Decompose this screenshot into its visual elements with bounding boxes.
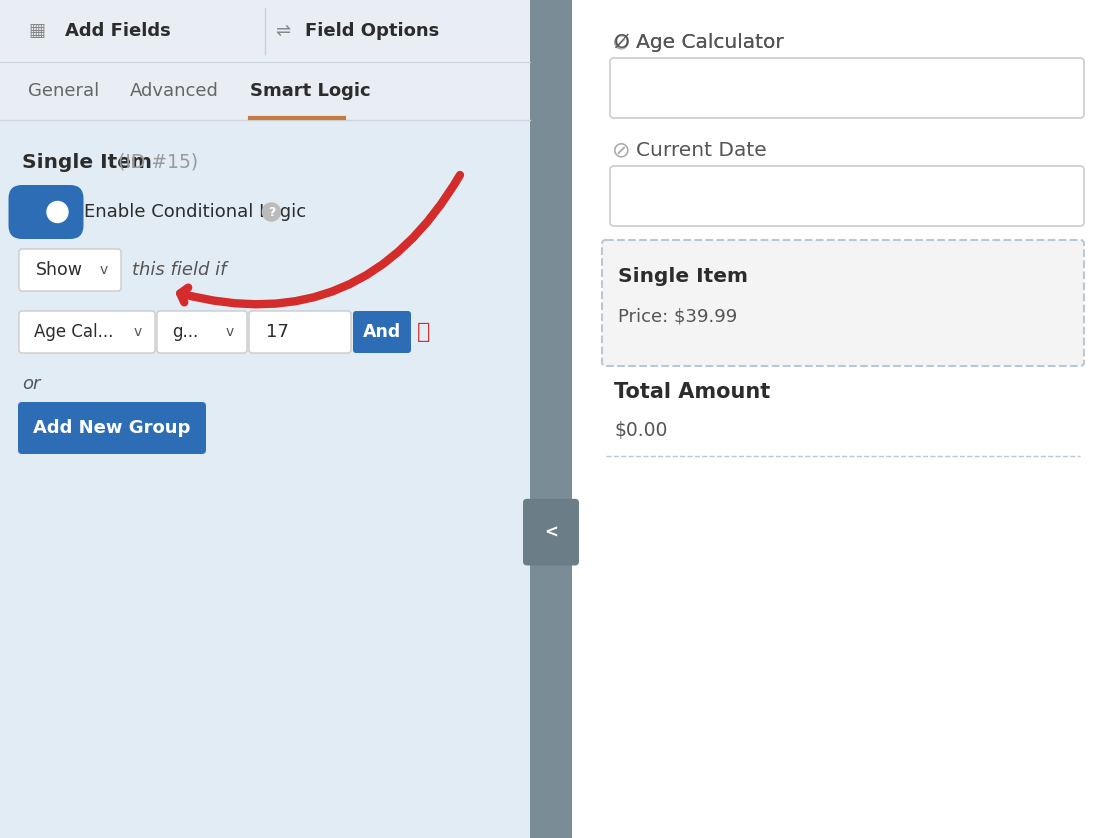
Text: v: v — [100, 263, 109, 277]
Text: Age Calculator: Age Calculator — [636, 33, 784, 51]
Text: Price: $39.99: Price: $39.99 — [618, 307, 737, 325]
FancyBboxPatch shape — [353, 311, 411, 353]
FancyBboxPatch shape — [610, 166, 1084, 226]
FancyBboxPatch shape — [610, 58, 1084, 118]
Text: Single Item: Single Item — [22, 153, 152, 172]
FancyBboxPatch shape — [19, 249, 121, 291]
Text: Ø Age Calculator: Ø Age Calculator — [614, 33, 784, 51]
Text: ?: ? — [268, 205, 276, 219]
Bar — [0, 0, 530, 62]
Text: 🗑: 🗑 — [418, 322, 431, 342]
Text: ⊘: ⊘ — [612, 140, 631, 160]
Text: 17: 17 — [267, 323, 289, 341]
FancyBboxPatch shape — [9, 185, 84, 239]
Text: Current Date: Current Date — [636, 141, 767, 159]
FancyBboxPatch shape — [18, 402, 206, 454]
Bar — [530, 0, 572, 838]
Text: General: General — [28, 82, 100, 100]
Text: v: v — [134, 325, 142, 339]
Text: Total Amount: Total Amount — [614, 382, 771, 402]
Text: ⊘: ⊘ — [612, 32, 631, 52]
Bar — [0, 62, 530, 120]
Text: ⇌: ⇌ — [276, 22, 290, 40]
Text: (ID #15): (ID #15) — [112, 153, 198, 172]
Text: ▦: ▦ — [28, 22, 46, 40]
Circle shape — [262, 203, 280, 221]
Text: $0.00: $0.00 — [614, 421, 668, 439]
Text: <: < — [544, 523, 558, 541]
Bar — [572, 0, 1120, 838]
Text: Single Item: Single Item — [618, 266, 748, 286]
Text: Age Cal...: Age Cal... — [34, 323, 113, 341]
FancyBboxPatch shape — [603, 240, 1084, 366]
FancyBboxPatch shape — [19, 311, 155, 353]
Text: or: or — [22, 375, 40, 393]
FancyBboxPatch shape — [249, 311, 351, 353]
FancyBboxPatch shape — [157, 311, 248, 353]
Text: Add New Group: Add New Group — [34, 419, 190, 437]
Circle shape — [47, 201, 68, 223]
Text: Show: Show — [36, 261, 83, 279]
Text: Smart Logic: Smart Logic — [250, 82, 371, 100]
Text: this field if: this field if — [132, 261, 226, 279]
Text: Add Fields: Add Fields — [65, 22, 170, 40]
Text: Advanced: Advanced — [130, 82, 218, 100]
Text: g...: g... — [172, 323, 198, 341]
Bar — [0, 0, 530, 838]
Text: Field Options: Field Options — [305, 22, 439, 40]
Text: v: v — [226, 325, 234, 339]
Text: And: And — [363, 323, 401, 341]
Text: Enable Conditional Logic: Enable Conditional Logic — [84, 203, 306, 221]
FancyBboxPatch shape — [523, 499, 579, 566]
